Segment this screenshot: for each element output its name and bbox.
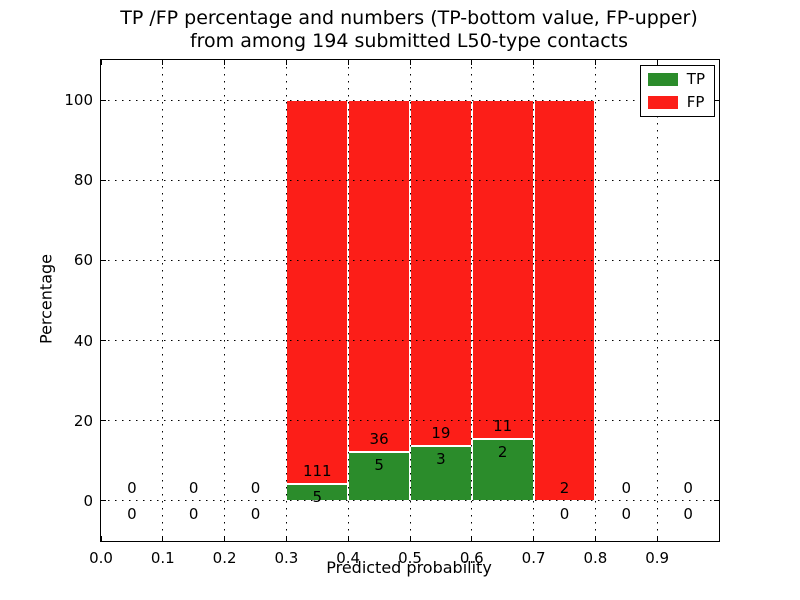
x-tick-mark xyxy=(471,536,473,541)
y-tick-label: 60 xyxy=(73,251,93,270)
x-tick-mark xyxy=(409,536,411,541)
fp-count-label: 11 xyxy=(493,417,513,436)
fp-count-label: 0 xyxy=(188,478,199,497)
x-tick-label: 0.5 xyxy=(398,549,422,567)
tp-count-label: 0 xyxy=(188,504,199,523)
y-tick-label: 20 xyxy=(73,411,93,430)
chart-title: TP /FP percentage and numbers (TP-bottom… xyxy=(100,7,718,53)
x-tick-mark xyxy=(656,536,658,541)
tp-legend-swatch xyxy=(647,73,678,86)
fp-bar-segment xyxy=(533,100,596,501)
y-tick-mark xyxy=(714,259,719,261)
y-tick-mark xyxy=(101,179,106,181)
y-tick-mark xyxy=(101,259,106,261)
y-tick-label: 40 xyxy=(73,331,93,350)
x-tick-mark xyxy=(224,536,226,541)
v-gridline xyxy=(409,60,411,541)
v-gridline xyxy=(471,60,473,541)
fp-count-label: 0 xyxy=(621,478,632,497)
x-tick-mark xyxy=(347,60,349,65)
fp-bar-segment xyxy=(348,100,410,453)
fp-count-label: 2 xyxy=(559,478,570,497)
fp-bar-segment xyxy=(410,100,472,447)
tp-count-label: 5 xyxy=(312,487,323,506)
x-tick-mark xyxy=(162,536,164,541)
chart-title-line-1: TP /FP percentage and numbers (TP-bottom… xyxy=(120,7,698,29)
v-gridline xyxy=(347,60,349,541)
tp-count-label: 3 xyxy=(436,450,446,469)
x-tick-mark xyxy=(533,60,535,65)
fp-count-label: 111 xyxy=(302,461,332,480)
fp-bar-segment xyxy=(286,100,349,484)
y-tick-mark xyxy=(101,420,106,422)
x-tick-mark xyxy=(409,60,411,65)
x-tick-mark xyxy=(594,60,596,65)
v-gridline xyxy=(533,60,535,541)
fp-count-label: 36 xyxy=(369,430,389,449)
tp-count-label: 0 xyxy=(559,504,570,523)
fp-legend-label: FP xyxy=(686,93,705,111)
x-tick-mark xyxy=(594,536,596,541)
x-tick-mark xyxy=(471,60,473,65)
x-tick-label: 0.9 xyxy=(645,549,670,567)
fp-count-label: 0 xyxy=(127,478,137,497)
tp-count-label: 5 xyxy=(374,456,384,475)
legend-item-tp: TP xyxy=(647,70,705,88)
y-tick-mark xyxy=(714,420,719,422)
x-tick-label: 0.3 xyxy=(274,549,299,567)
x-tick-label: 0.1 xyxy=(150,549,175,567)
y-tick-label: 100 xyxy=(64,91,93,110)
x-tick-mark xyxy=(285,536,287,541)
x-tick-label: 0.8 xyxy=(583,549,608,567)
y-tick-mark xyxy=(714,99,719,101)
y-tick-mark xyxy=(714,179,719,181)
x-tick-mark xyxy=(100,536,102,541)
x-tick-mark xyxy=(162,60,164,65)
y-tick-mark xyxy=(101,500,106,502)
y-tick-label: 0 xyxy=(83,491,93,510)
fp-legend-swatch xyxy=(647,96,678,109)
x-tick-mark xyxy=(347,536,349,541)
y-tick-label: 80 xyxy=(73,171,93,190)
v-gridline xyxy=(162,60,164,541)
tp-count-label: 0 xyxy=(621,504,632,523)
tp-count-label: 0 xyxy=(683,504,693,523)
x-tick-mark xyxy=(224,60,226,65)
y-tick-mark xyxy=(101,340,106,342)
x-tick-mark xyxy=(285,60,287,65)
fp-count-label: 0 xyxy=(250,478,261,497)
v-gridline xyxy=(656,60,658,541)
fp-bar-segment xyxy=(471,100,534,440)
x-tick-label: 0.4 xyxy=(336,549,361,567)
y-tick-mark xyxy=(101,99,106,101)
legend-item-fp: FP xyxy=(647,93,705,111)
x-tick-label: 0.7 xyxy=(521,549,546,567)
fp-count-label: 0 xyxy=(683,478,693,497)
y-tick-mark xyxy=(714,500,719,502)
x-tick-mark xyxy=(656,60,658,65)
fp-count-label: 19 xyxy=(431,424,451,443)
tp-count-label: 2 xyxy=(497,443,508,462)
legend: TP FP xyxy=(639,65,715,117)
x-tick-mark xyxy=(533,536,535,541)
chart-title-line-2: from among 194 submitted L50-type contac… xyxy=(189,30,629,52)
x-axis-label: Predicted probability xyxy=(326,558,492,577)
x-tick-mark xyxy=(100,60,102,65)
x-tick-label: 0.2 xyxy=(212,549,237,567)
plot-area: TP FP 0 20 40 60 80 100 0.0 0.1 0.2 0.3 0.4 0.5 0.6 0… xyxy=(64,59,720,567)
x-tick-label: 0.0 xyxy=(89,549,113,567)
tp-legend-label: TP xyxy=(686,70,705,88)
y-tick-mark xyxy=(714,340,719,342)
tp-count-label: 0 xyxy=(127,504,137,523)
tp-count-label: 0 xyxy=(250,504,261,523)
v-gridline xyxy=(594,60,596,541)
v-gridline xyxy=(224,60,226,541)
x-tick-label: 0.6 xyxy=(459,549,484,567)
v-gridline xyxy=(285,60,287,541)
